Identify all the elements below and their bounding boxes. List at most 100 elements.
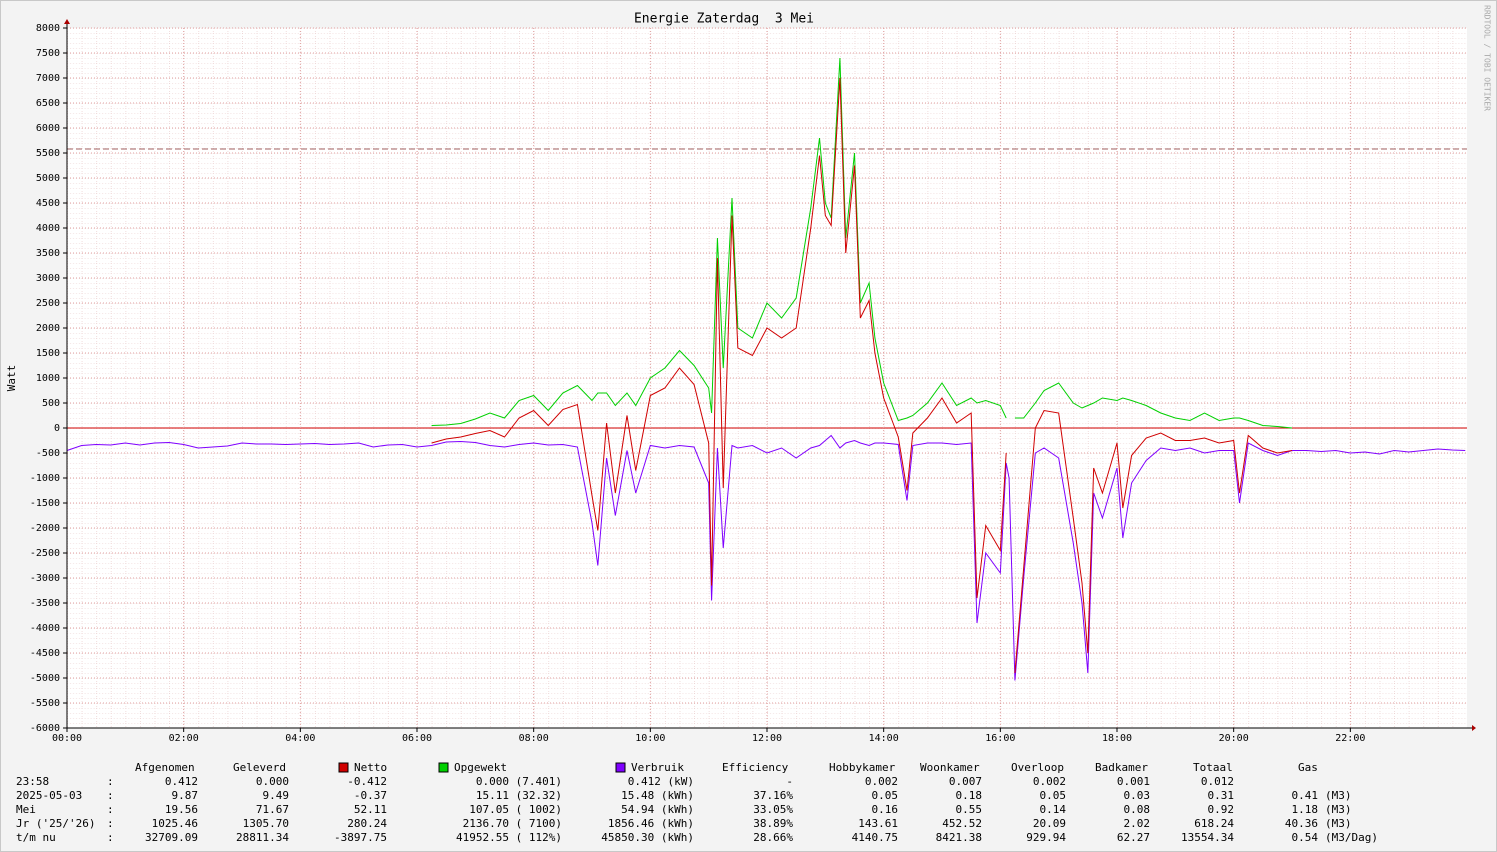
table-header: Woonkamer <box>920 761 980 774</box>
legend-swatch <box>615 762 626 773</box>
y-tick-label: -1500 <box>30 498 60 509</box>
table-cell: 929.94 <box>1026 831 1066 844</box>
table-cell: 15.11 (32.32) <box>476 789 562 802</box>
table-cell: 280.24 <box>347 817 387 830</box>
table-cell: 0.012 <box>1201 775 1234 788</box>
y-tick-label: 3500 <box>36 248 60 259</box>
table-cell: 0.000 (7.401) <box>476 775 562 788</box>
table-cell: - <box>786 775 793 788</box>
table-cell: 9.49 <box>263 789 290 802</box>
table-cell: 9.87 <box>172 789 199 802</box>
table-cell: : <box>107 817 114 830</box>
x-tick-label: 00:00 <box>52 733 82 744</box>
table-cell: 38.89% <box>753 817 793 830</box>
table-header: Hobbykamer <box>829 761 896 774</box>
table-cell: 4140.75 <box>852 831 898 844</box>
table-cell: 71.67 <box>256 803 289 816</box>
chart-title: Energie Zaterdag 3 Mei <box>634 12 814 27</box>
table-cell: : <box>107 789 114 802</box>
series-line <box>431 57 1293 429</box>
table-cell: 1856.46 (kWh) <box>608 817 694 830</box>
table-cell: 62.27 <box>1117 831 1150 844</box>
y-tick-label: 6000 <box>36 123 60 134</box>
x-tick-label: 12:00 <box>752 733 782 744</box>
table-cell: 107.05 ( 1002) <box>469 803 562 816</box>
y-tick-label: -4500 <box>30 648 60 659</box>
table-cell: 1025.46 <box>152 817 198 830</box>
table-cell: 0.55 <box>956 803 983 816</box>
series-line <box>431 77 1293 674</box>
table-cell: 19.56 <box>165 803 198 816</box>
y-axis-label: Watt <box>5 365 18 392</box>
x-tick-label: 20:00 <box>1219 733 1249 744</box>
table-header: Totaal <box>1193 761 1233 774</box>
y-tick-label: 8000 <box>36 23 60 34</box>
table-cell: 2.02 <box>1124 817 1151 830</box>
table-header: Geleverd <box>233 761 286 774</box>
y-arrow <box>64 19 70 24</box>
y-tick-label: -3500 <box>30 598 60 609</box>
table-cell: 0.007 <box>949 775 982 788</box>
axes: -6000-5500-5000-4500-4000-3500-3000-2500… <box>30 19 1476 744</box>
lines <box>66 57 1466 681</box>
table-header: Efficiency <box>722 761 789 774</box>
table-cell: 32709.09 <box>145 831 198 844</box>
legend-swatch <box>438 762 449 773</box>
y-tick-label: 4500 <box>36 198 60 209</box>
y-tick-label: 5500 <box>36 148 60 159</box>
watermark: RRDTOOL / TOBI OETIKER <box>1483 5 1492 111</box>
table-cell: 54.94 (kWh) <box>621 803 694 816</box>
table-cell: 0.31 <box>1208 789 1235 802</box>
legend-label: Opgewekt <box>454 761 507 774</box>
x-tick-label: 10:00 <box>635 733 665 744</box>
table-cell: 0.92 <box>1208 803 1235 816</box>
x-tick-label: 02:00 <box>169 733 199 744</box>
table-cell: 40.36 <box>1285 817 1318 830</box>
table-cell: t/m nu <box>16 831 56 844</box>
table-cell: 41952.55 ( 112%) <box>456 831 562 844</box>
table-cell: : <box>107 775 114 788</box>
y-tick-label: -2500 <box>30 548 60 559</box>
y-tick-label: 2500 <box>36 298 60 309</box>
table-cell: Jr ('25/'26) <box>16 817 95 830</box>
x-tick-label: 16:00 <box>985 733 1015 744</box>
x-tick-label: 08:00 <box>519 733 549 744</box>
y-tick-label: 6500 <box>36 98 60 109</box>
table-cell: : <box>107 831 114 844</box>
table-cell: 37.16% <box>753 789 793 802</box>
table-cell: 8421.38 <box>936 831 982 844</box>
table-cell: 0.08 <box>1124 803 1151 816</box>
table-cell: -0.412 <box>347 775 387 788</box>
x-tick-label: 04:00 <box>285 733 315 744</box>
table-cell: 0.16 <box>872 803 899 816</box>
table-cell: 13554.34 <box>1181 831 1234 844</box>
x-tick-label: 18:00 <box>1102 733 1132 744</box>
y-tick-label: -1000 <box>30 473 60 484</box>
table-cell: 45850.30 (kWh) <box>601 831 694 844</box>
x-tick-label: 14:00 <box>869 733 899 744</box>
y-tick-label: -3000 <box>30 573 60 584</box>
y-tick-label: -4000 <box>30 623 60 634</box>
y-tick-label: 4000 <box>36 223 60 234</box>
table-cell: 0.412 <box>165 775 198 788</box>
y-tick-label: -5500 <box>30 698 60 709</box>
table-cell: (M3/Dag) <box>1325 831 1378 844</box>
table-cell: 0.05 <box>1040 789 1067 802</box>
table-cell: 33.05% <box>753 803 793 816</box>
y-tick-label: 0 <box>54 423 60 434</box>
table-cell: (M3) <box>1325 803 1352 816</box>
x-arrow <box>1472 725 1476 731</box>
legend-label: Netto <box>354 761 387 774</box>
table-cell: (M3) <box>1325 817 1352 830</box>
y-tick-label: -5000 <box>30 673 60 684</box>
table-cell: (M3) <box>1325 789 1352 802</box>
series-line <box>66 434 1466 681</box>
table-cell: 452.52 <box>942 817 982 830</box>
legend-label: Verbruik <box>631 761 684 774</box>
table-cell: : <box>107 803 114 816</box>
y-tick-label: 1500 <box>36 348 60 359</box>
table-header: Overloop <box>1011 761 1064 774</box>
table-cell: 0.002 <box>1033 775 1066 788</box>
table-cell: 0.54 <box>1292 831 1319 844</box>
